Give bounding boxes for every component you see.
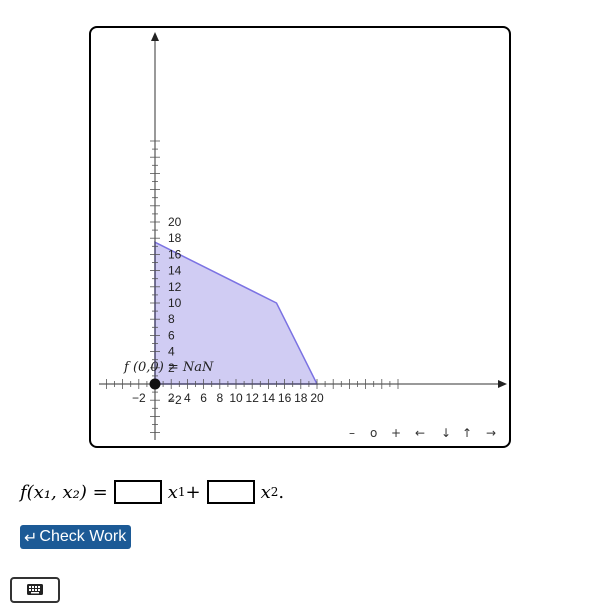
- term2-variable: x: [260, 481, 271, 503]
- y-axis-arrow: [151, 32, 159, 41]
- pan-down-button[interactable]: ↓: [441, 426, 452, 440]
- x-tick-label: 20: [310, 391, 324, 405]
- term1-subscript: 1: [177, 485, 186, 499]
- x-tick-label: 2: [168, 391, 175, 405]
- x-tick-label: −2: [132, 391, 146, 405]
- x-axis-arrow: [498, 380, 507, 388]
- y-tick-label: 16: [168, 247, 182, 261]
- check-work-label: Check Work: [39, 528, 127, 545]
- x-tick-label: 8: [216, 391, 223, 405]
- term2-subscript: 2: [270, 485, 279, 499]
- zoom-reset-button[interactable]: o: [370, 426, 378, 440]
- x-tick-label: 16: [278, 391, 292, 405]
- y-tick-label: 14: [168, 264, 182, 278]
- y-tick-label: 8: [168, 312, 175, 326]
- zoom-out-button[interactable]: –: [349, 426, 355, 440]
- y-tick-label: 6: [168, 328, 175, 342]
- x-tick-label: 12: [246, 391, 260, 405]
- plus-sign: +: [185, 481, 201, 503]
- check-work-button[interactable]: ↵ Check Work: [20, 525, 132, 549]
- formula-lhs: f(x₁, x₂) =: [20, 481, 108, 503]
- keyboard-icon: [27, 584, 43, 595]
- return-arrow-icon: ↵: [24, 527, 38, 547]
- x-tick-label: 14: [262, 391, 276, 405]
- y-tick-label: 2: [168, 361, 175, 375]
- origin-point: [149, 378, 161, 390]
- y-tick-label: 10: [168, 296, 182, 310]
- y-tick-label: 12: [168, 280, 182, 294]
- y-tick-label: 20: [168, 215, 182, 229]
- x-tick-label: 4: [184, 391, 191, 405]
- zoom-in-button[interactable]: +: [391, 426, 402, 440]
- keyboard-button[interactable]: [10, 577, 60, 603]
- term1-variable: x: [167, 481, 178, 503]
- y-tick-label: −2: [168, 393, 182, 407]
- x-tick-label: 10: [229, 391, 243, 405]
- pan-right-button[interactable]: →: [486, 426, 497, 440]
- graph-board[interactable]: −2 2 4 6 8 10 12 14 16 18 20 −2 2 4 6 8 10 12 14 16 18 20 f (0…: [89, 26, 511, 448]
- formula-period: .: [278, 481, 285, 503]
- x-tick-label: 18: [294, 391, 308, 405]
- y-tick-label: 18: [168, 231, 182, 245]
- x-tick-label: 6: [200, 391, 207, 405]
- pan-up-button[interactable]: ↑: [462, 426, 473, 440]
- point-label: f (0,0) = NaN: [123, 360, 214, 375]
- coefficient-x1-input[interactable]: [113, 480, 162, 504]
- y-tick-label: 4: [168, 345, 175, 359]
- coefficient-x2-input[interactable]: [206, 480, 255, 504]
- pan-left-button[interactable]: ←: [415, 426, 426, 440]
